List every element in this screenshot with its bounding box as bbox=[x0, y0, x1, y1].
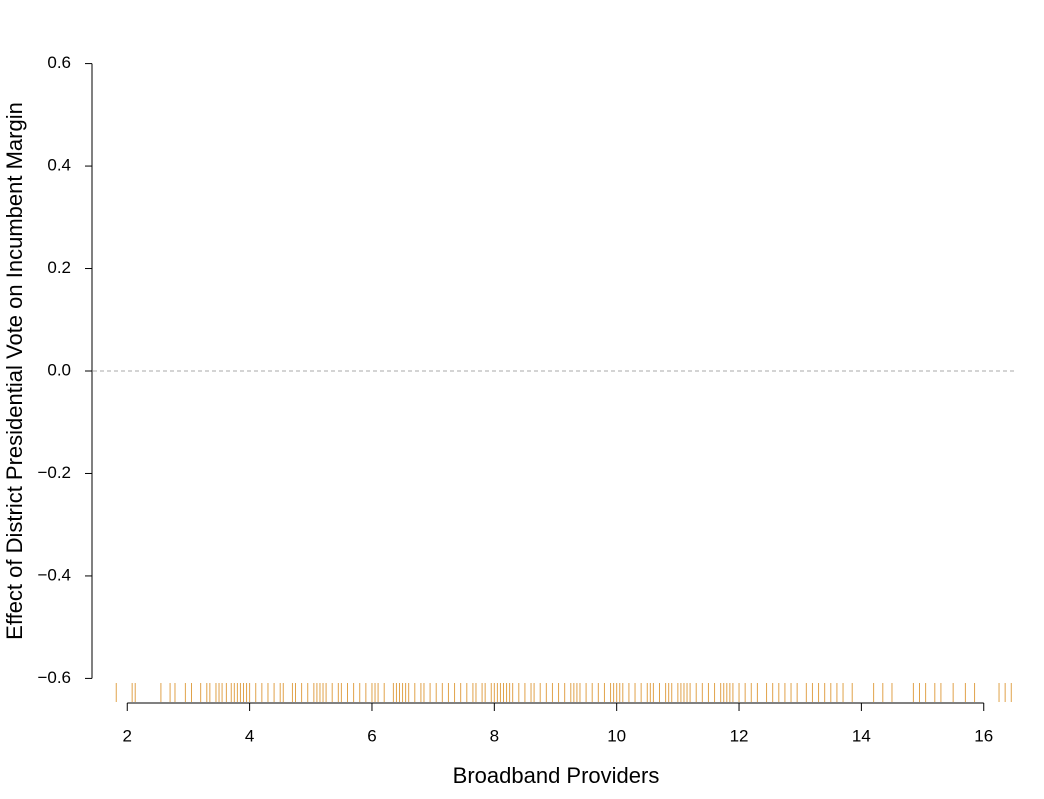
y-tick-label: 0.0 bbox=[47, 360, 71, 379]
x-tick-label: 12 bbox=[730, 726, 749, 745]
y-tick-label: 0.4 bbox=[47, 156, 71, 175]
x-tick-label: 2 bbox=[123, 726, 132, 745]
x-axis-label: Broadband Providers bbox=[453, 763, 660, 788]
y-tick-label: −0.2 bbox=[37, 463, 71, 482]
x-tick-label: 10 bbox=[607, 726, 626, 745]
y-axis-label: Effect of District Presidential Vote on … bbox=[2, 102, 27, 640]
x-tick-label: 8 bbox=[490, 726, 499, 745]
y-tick-label: 0.6 bbox=[47, 53, 71, 72]
x-tick-label: 14 bbox=[852, 726, 871, 745]
x-tick-label: 6 bbox=[367, 726, 376, 745]
y-tick-label: 0.2 bbox=[47, 258, 71, 277]
x-tick-label: 4 bbox=[245, 726, 254, 745]
x-tick-label: 16 bbox=[974, 726, 993, 745]
y-tick-label: −0.6 bbox=[37, 668, 71, 687]
y-tick-label: −0.4 bbox=[37, 565, 71, 584]
